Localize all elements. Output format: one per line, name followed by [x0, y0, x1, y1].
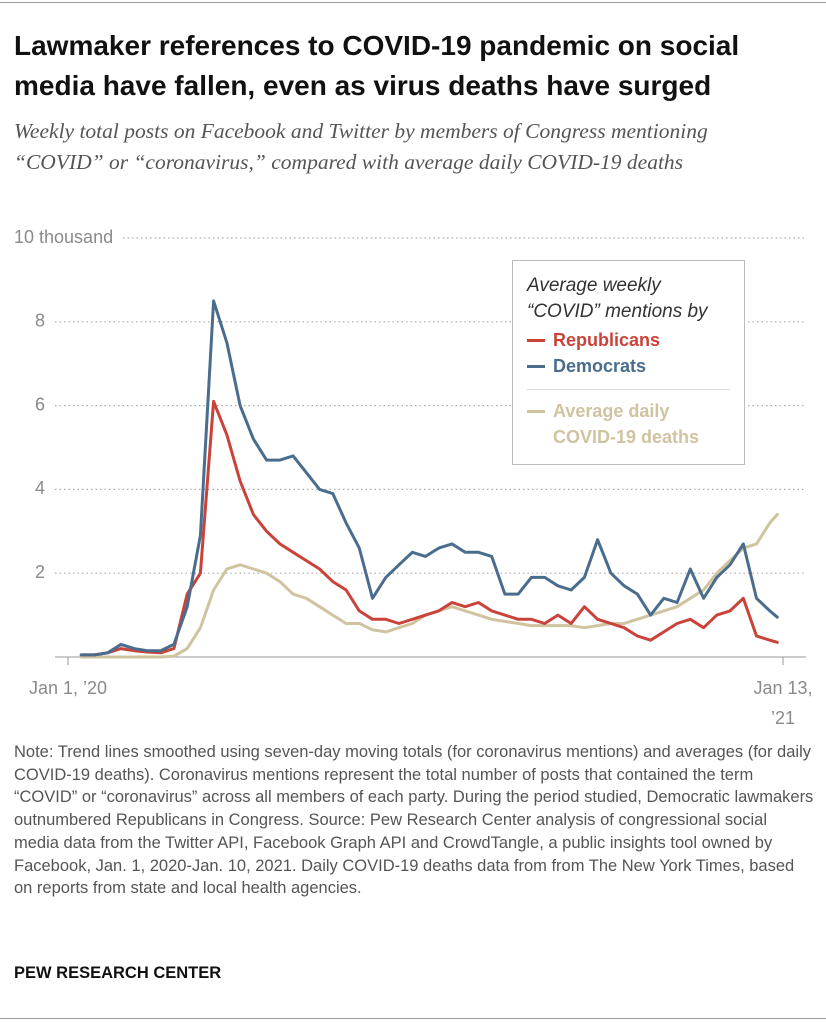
legend-swatch — [527, 339, 545, 342]
legend-label: Average daily COVID-19 deaths — [553, 401, 700, 447]
chart: 10 thousand 8 6 4 2 — [14, 227, 806, 665]
y-tick-label: 4 — [35, 478, 45, 498]
credit: PEW RESEARCH CENTER — [14, 964, 222, 982]
legend: Average weekly “COVID” mentions by Repub… — [512, 260, 745, 465]
legend-entry: Republicans — [527, 327, 730, 353]
y-tick-label: 6 — [35, 394, 45, 414]
source: Source: Pew Research Center analysis of … — [14, 811, 795, 898]
data-line — [79, 513, 779, 659]
legend-title: Average weekly “COVID” mentions by — [527, 275, 708, 322]
y-tick-label: 8 — [35, 311, 45, 331]
data-line — [79, 399, 779, 657]
legend-entry: Average daily COVID-19 deaths — [527, 398, 730, 450]
x-tick-label: Jan 13, ’21 — [753, 678, 813, 728]
bottom-rule — [0, 1018, 826, 1019]
legend-label: Democrats — [553, 356, 647, 376]
legend-entry: Democrats — [527, 353, 730, 379]
top-rule — [0, 2, 826, 3]
legend-label: Republicans — [553, 330, 661, 350]
data-line — [79, 299, 779, 657]
y-tick-label: 10 thousand — [14, 227, 113, 247]
note: Note: Trend lines smoothed using seven-d… — [14, 743, 814, 830]
legend-swatch — [527, 365, 545, 368]
legend-swatch — [527, 410, 545, 413]
chart-subtitle: Weekly total posts on Facebook and Twitt… — [14, 119, 708, 174]
x-tick-label: Jan 1, ’20 — [28, 678, 108, 698]
chart-title: Lawmaker references to COVID-19 pandemic… — [14, 30, 740, 101]
legend-separator — [527, 389, 730, 390]
footer-notes: Note: Trend lines smoothed using seven-d… — [14, 741, 814, 900]
y-tick-label: 2 — [35, 562, 45, 582]
